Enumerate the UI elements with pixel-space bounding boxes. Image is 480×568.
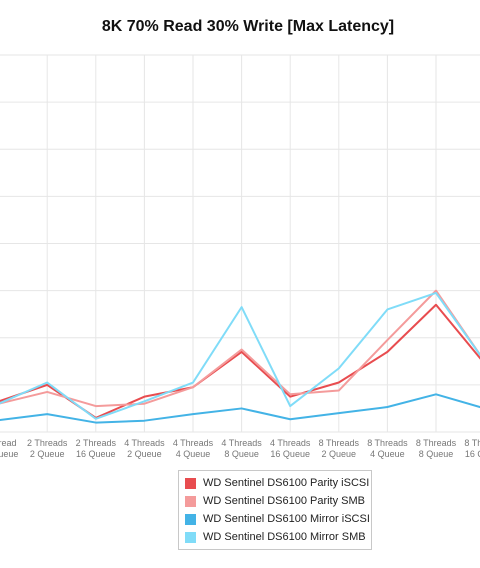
x-tick-label: 4 Threads 8 Queue: [221, 438, 262, 459]
x-tick-label: 8 Threads 4 Queue: [367, 438, 408, 459]
legend-label: WD Sentinel DS6100 Mirror SMB: [203, 531, 366, 543]
series-line: [0, 289, 480, 408]
x-tick-label: 2 Threads 16 Queue: [76, 438, 117, 459]
x-tick-label: 1 Thread16 Queue: [0, 438, 18, 459]
legend-label: WD Sentinel DS6100 Mirror iSCSI: [203, 513, 370, 525]
legend-label: WD Sentinel DS6100 Parity SMB: [203, 495, 366, 507]
legend-label: WD Sentinel DS6100 Parity iSCSI: [203, 477, 370, 489]
legend-item: WD Sentinel DS6100 Mirror SMB: [179, 528, 371, 546]
x-tick-label: 8 Threads 2 Queue: [319, 438, 360, 459]
chart-title: 8K 70% Read 30% Write [Max Latency]: [101, 18, 395, 35]
grid-lines: [0, 54, 480, 433]
legend-swatch: [185, 495, 196, 507]
series-line: [0, 303, 480, 419]
legend-item: WD Sentinel DS6100 Mirror iSCSI: [179, 510, 371, 528]
series-line: [0, 291, 480, 420]
series-line: [0, 393, 480, 424]
x-tick-label: 2 Threads 2 Queue: [27, 438, 68, 459]
legend-swatch: [185, 477, 196, 489]
x-tick-label: 4 Threads 16 Queue: [270, 438, 311, 459]
x-tick-label: 4 Threads 4 Queue: [173, 438, 214, 459]
series-lines: [0, 289, 480, 424]
legend-item: WD Sentinel DS6100 Parity iSCSI: [179, 474, 371, 492]
legend: WD Sentinel DS6100 Parity iSCSI WD Sentin…: [178, 470, 372, 550]
legend-item: WD Sentinel DS6100 Parity SMB: [179, 492, 371, 510]
legend-swatch: [185, 531, 196, 543]
legend-swatch: [185, 513, 196, 525]
x-tick-label: 4 Threads 2 Queue: [124, 438, 165, 459]
x-tick-label: 8 Threads 8 Queue: [416, 438, 457, 459]
